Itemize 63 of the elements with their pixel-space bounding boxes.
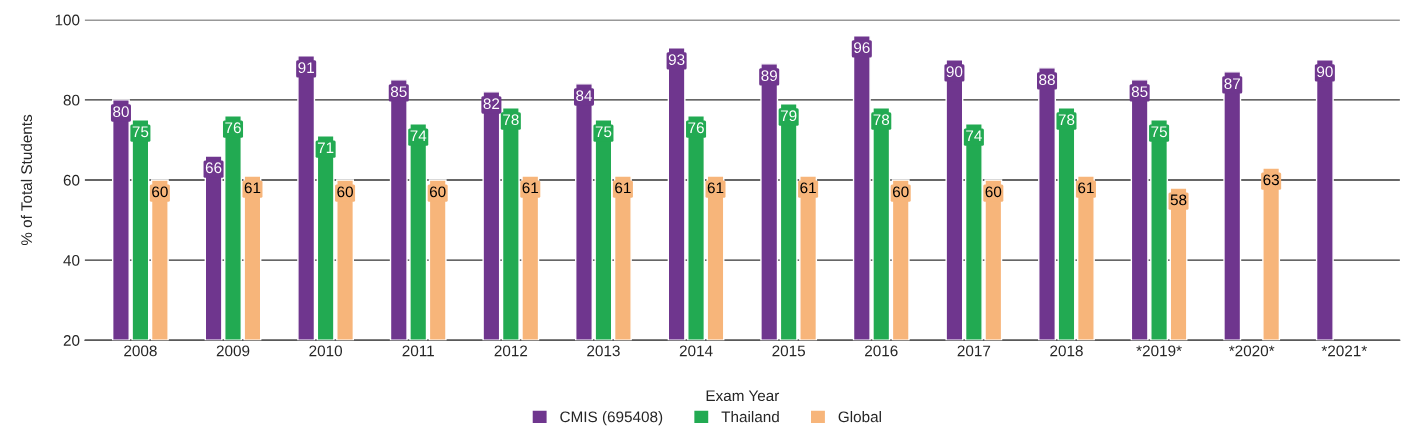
data-label: 79 bbox=[780, 110, 797, 122]
data-label: 74 bbox=[410, 130, 427, 141]
legend-label: Global bbox=[838, 411, 881, 423]
data-label: 76 bbox=[688, 122, 704, 134]
data-label: 90 bbox=[946, 66, 963, 78]
y-axis-title: % of Total Students bbox=[20, 114, 33, 246]
data-label: 85 bbox=[390, 86, 407, 98]
data-label: 78 bbox=[503, 114, 519, 126]
data-label: 60 bbox=[337, 186, 353, 198]
x-tick-label: *2019* bbox=[1136, 345, 1182, 357]
data-label: 90 bbox=[1317, 66, 1333, 78]
data-label: 61 bbox=[522, 182, 539, 194]
data-label: 61 bbox=[800, 182, 816, 194]
x-tick-label: 2014 bbox=[679, 345, 713, 357]
data-label: 80 bbox=[113, 106, 129, 118]
data-label: 60 bbox=[985, 186, 1002, 198]
data-label: 89 bbox=[761, 70, 777, 82]
data-label: 61 bbox=[615, 182, 631, 194]
data-label: 87 bbox=[1224, 78, 1240, 90]
data-label: 66 bbox=[205, 162, 222, 174]
data-label: 58 bbox=[1170, 194, 1187, 206]
x-axis-title: Exam Year bbox=[706, 390, 780, 402]
y-tick-label: 20 bbox=[63, 335, 80, 346]
data-label: 61 bbox=[244, 182, 261, 194]
x-tick-label: 2010 bbox=[309, 345, 343, 357]
data-label: 76 bbox=[225, 122, 241, 134]
data-label: 60 bbox=[152, 186, 168, 198]
x-tick-label: 2012 bbox=[494, 345, 528, 357]
x-tick-label: 2017 bbox=[957, 345, 991, 357]
data-label: 93 bbox=[668, 54, 685, 66]
data-label: 63 bbox=[1263, 174, 1279, 186]
x-tick-label: *2020* bbox=[1229, 345, 1275, 357]
data-label: 85 bbox=[1131, 86, 1148, 98]
x-tick-label: *2021* bbox=[1321, 345, 1367, 357]
data-label: 84 bbox=[576, 90, 593, 102]
data-label: 75 bbox=[132, 126, 149, 138]
data-label: 82 bbox=[483, 98, 500, 110]
data-label: 96 bbox=[854, 42, 870, 54]
data-label: 60 bbox=[429, 186, 446, 198]
legend-label: Thailand bbox=[721, 411, 779, 423]
y-tick-label: 40 bbox=[63, 254, 80, 266]
data-label: 61 bbox=[1078, 182, 1094, 194]
x-tick-label: 2016 bbox=[865, 345, 898, 357]
x-tick-label: 2009 bbox=[216, 345, 250, 357]
data-label: 88 bbox=[1039, 74, 1055, 86]
data-label: 61 bbox=[707, 182, 724, 194]
data-label: 60 bbox=[892, 186, 909, 198]
x-tick-label: 2011 bbox=[402, 345, 434, 357]
data-label: 71 bbox=[317, 142, 334, 154]
y-tick-label: 80 bbox=[63, 94, 80, 106]
data-label: 91 bbox=[298, 62, 314, 74]
x-tick-label: 2013 bbox=[587, 345, 620, 357]
x-tick-label: 2008 bbox=[124, 345, 157, 357]
legend-label: CMIS (695408) bbox=[560, 411, 663, 426]
x-tick-label: 2015 bbox=[772, 345, 806, 357]
y-tick-label: 60 bbox=[63, 174, 80, 186]
data-label: 74 bbox=[966, 130, 982, 141]
x-tick-label: 2018 bbox=[1050, 345, 1083, 357]
data-label: 75 bbox=[1151, 126, 1167, 138]
y-tick-label: 100 bbox=[55, 14, 80, 26]
data-label: 78 bbox=[873, 114, 890, 126]
data-label: 78 bbox=[1058, 114, 1075, 126]
data-label: 75 bbox=[595, 126, 612, 138]
